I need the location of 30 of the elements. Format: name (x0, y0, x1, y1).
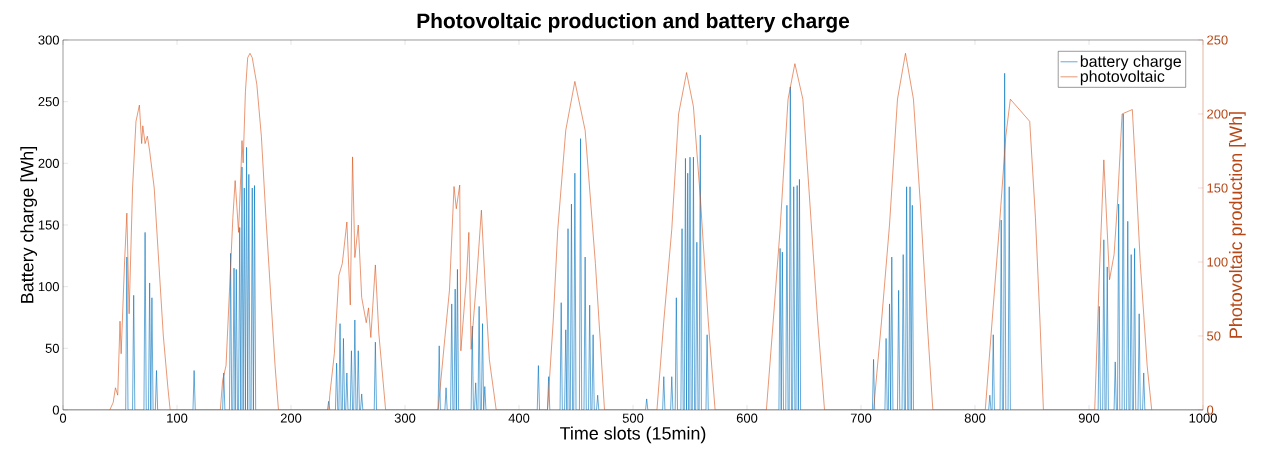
x-tick-label: 400 (508, 413, 530, 423)
y-tick-label: 150 (38, 220, 59, 230)
x-tick-label: 300 (394, 413, 416, 423)
y-tick-label: 0 (52, 405, 59, 415)
x-tick-label: 800 (964, 413, 986, 423)
x-tick-label: 200 (280, 413, 302, 423)
x-tick-label: 500 (622, 413, 644, 423)
y-tick-label: 300 (38, 35, 59, 45)
x-tick-label: 100 (167, 413, 188, 423)
y2-tick-label: 250 (1207, 35, 1228, 45)
y2-tick-label: 0 (1207, 405, 1214, 415)
y2-tick-label: 50 (1207, 331, 1221, 341)
y2-tick-label: 200 (1207, 109, 1228, 119)
chart-title: Photovoltaic production and battery charge (417, 12, 850, 33)
x-tick-label: 0 (59, 413, 67, 423)
x-axis-title: Time slots (15min) (560, 426, 706, 444)
legend-label: battery charge (1080, 55, 1181, 71)
y-axis-title: Battery charge [Wh] (20, 147, 38, 303)
x-tick-label: 600 (736, 413, 758, 423)
y2-tick-label: 150 (1207, 183, 1228, 193)
x-tick-label: 900 (1078, 413, 1100, 423)
y2-axis-title: Photovoltaic production [Wh] (1228, 112, 1246, 338)
x-tick-label: 1000 (1189, 413, 1217, 423)
legend-label: photovoltaic (1080, 70, 1165, 86)
y-tick-label: 200 (38, 158, 59, 168)
y2-tick-label: 100 (1207, 257, 1228, 267)
y-tick-label: 50 (45, 343, 59, 353)
x-tick-label: 700 (850, 413, 872, 423)
y-tick-label: 100 (38, 282, 59, 292)
y-tick-label: 250 (38, 97, 59, 107)
